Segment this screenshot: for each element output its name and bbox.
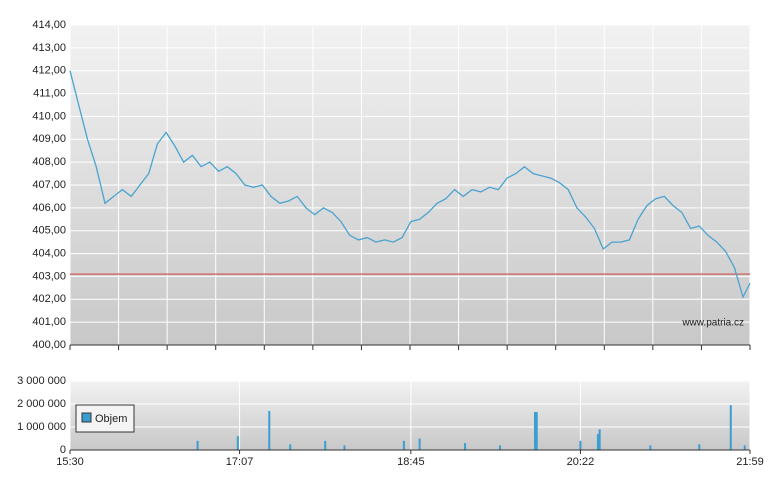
x-tick-label: 18:45 [397, 456, 425, 468]
y-tick-label: 413,00 [32, 42, 66, 54]
x-tick-label: 20:22 [567, 456, 595, 468]
watermark: www.patria.cz [681, 318, 744, 329]
volume-bar [535, 412, 538, 450]
volume-bar [196, 440, 199, 450]
legend-swatch [81, 412, 92, 423]
x-tick-label: 17:07 [226, 456, 254, 468]
volume-bar [289, 444, 292, 450]
y-tick-label: 404,00 [32, 247, 66, 259]
y-tick-label: 3 000 000 [17, 375, 66, 387]
volume-bar [598, 429, 601, 450]
volume-bar [698, 444, 701, 450]
y-tick-label: 406,00 [32, 202, 66, 214]
volume-bar [579, 440, 582, 450]
y-tick-label: 410,00 [32, 110, 66, 122]
price-line [69, 70, 751, 299]
y-tick-label: 414,00 [32, 19, 66, 31]
volume-bar [324, 440, 327, 450]
y-tick-label: 407,00 [32, 179, 66, 191]
y-tick-label: 412,00 [32, 65, 66, 77]
y-tick-label: 0 [60, 444, 66, 456]
volume-bar [499, 445, 502, 450]
volume-bar [418, 438, 421, 450]
y-tick-label: 1 000 000 [17, 421, 66, 433]
y-tick-label: 411,00 [33, 87, 66, 99]
volume-bar [743, 445, 746, 450]
legend-label: Objem [95, 413, 127, 425]
volume-bar [268, 410, 271, 450]
volume-bar [596, 433, 599, 450]
y-tick-label: 401,00 [32, 316, 66, 328]
volume-bar [649, 445, 652, 450]
x-tick-label: 15:30 [56, 456, 84, 468]
volume-bar [729, 405, 732, 450]
volume-plot [70, 381, 750, 450]
volume-bar [464, 443, 467, 450]
x-tick-label: 21:59 [736, 456, 764, 468]
volume-bar [343, 445, 346, 450]
y-tick-label: 409,00 [32, 133, 66, 145]
y-tick-label: 403,00 [32, 270, 66, 282]
y-tick-label: 408,00 [32, 156, 66, 168]
y-tick-label: 2 000 000 [17, 398, 66, 410]
volume-bar [236, 436, 239, 450]
y-tick-label: 402,00 [32, 293, 66, 305]
y-tick-label: 405,00 [32, 225, 66, 237]
volume-bar [402, 440, 405, 450]
y-tick-label: 400,00 [32, 339, 66, 351]
volume-bar [533, 412, 536, 450]
